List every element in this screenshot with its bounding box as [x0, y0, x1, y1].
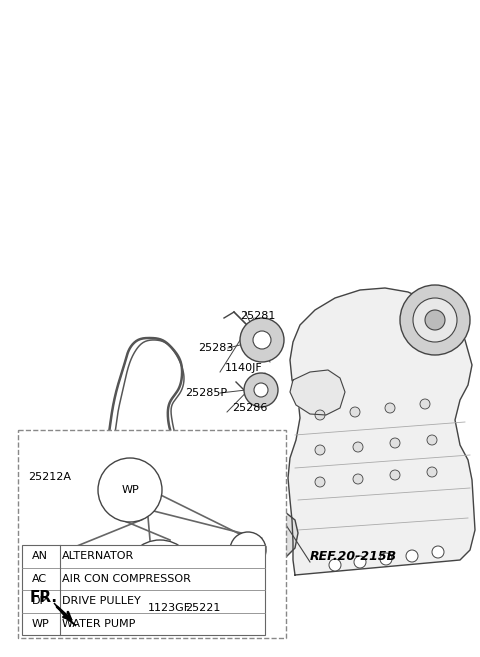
Polygon shape: [54, 603, 76, 626]
Circle shape: [420, 399, 430, 409]
Circle shape: [98, 458, 162, 522]
Circle shape: [353, 442, 363, 452]
Circle shape: [315, 410, 325, 420]
Circle shape: [380, 553, 392, 565]
Bar: [18, 430, 286, 638]
Circle shape: [240, 318, 284, 362]
Circle shape: [176, 541, 228, 593]
Polygon shape: [290, 370, 345, 415]
Polygon shape: [248, 510, 298, 562]
Text: 25221: 25221: [185, 603, 220, 613]
Polygon shape: [288, 288, 475, 575]
Text: 25281: 25281: [240, 311, 276, 321]
Text: DRIVE PULLEY: DRIVE PULLEY: [62, 597, 141, 606]
Text: ALTERNATOR: ALTERNATOR: [62, 551, 134, 561]
Text: 25212A: 25212A: [28, 472, 71, 482]
Circle shape: [315, 445, 325, 455]
Bar: [22, 545, 265, 635]
Text: 25286: 25286: [232, 403, 267, 413]
Circle shape: [253, 331, 271, 349]
Circle shape: [315, 477, 325, 487]
Text: 25285P: 25285P: [185, 388, 227, 398]
Circle shape: [353, 474, 363, 484]
Circle shape: [30, 547, 86, 603]
Text: WP: WP: [32, 619, 50, 629]
Circle shape: [427, 467, 437, 477]
Circle shape: [427, 435, 437, 445]
Text: AC: AC: [32, 574, 47, 584]
Text: 1123GF: 1123GF: [148, 603, 191, 613]
Circle shape: [125, 540, 195, 610]
Circle shape: [350, 407, 360, 417]
Circle shape: [432, 546, 444, 558]
Circle shape: [406, 550, 418, 562]
Circle shape: [390, 470, 400, 480]
Circle shape: [413, 298, 457, 342]
Circle shape: [244, 373, 278, 407]
Circle shape: [354, 556, 366, 568]
Circle shape: [390, 438, 400, 448]
Circle shape: [258, 523, 282, 547]
Circle shape: [254, 383, 268, 397]
Circle shape: [400, 285, 470, 355]
Text: DP: DP: [152, 570, 168, 580]
Text: AC: AC: [50, 570, 66, 580]
Text: AIR CON COMPRESSOR: AIR CON COMPRESSOR: [62, 574, 191, 584]
Text: DP: DP: [32, 597, 47, 606]
Text: 25283: 25283: [198, 343, 233, 353]
Circle shape: [385, 403, 395, 413]
Text: WATER PUMP: WATER PUMP: [62, 619, 135, 629]
Text: WP: WP: [121, 485, 139, 495]
Circle shape: [329, 559, 341, 571]
Text: 1140JF: 1140JF: [225, 363, 263, 373]
Circle shape: [194, 559, 210, 575]
Text: REF.20-215B: REF.20-215B: [310, 551, 397, 564]
Circle shape: [265, 530, 275, 540]
Text: AN: AN: [32, 551, 48, 561]
Text: AN: AN: [241, 545, 255, 555]
Circle shape: [425, 310, 445, 330]
Text: FR.: FR.: [30, 591, 58, 606]
Circle shape: [230, 532, 266, 568]
Circle shape: [164, 529, 240, 605]
